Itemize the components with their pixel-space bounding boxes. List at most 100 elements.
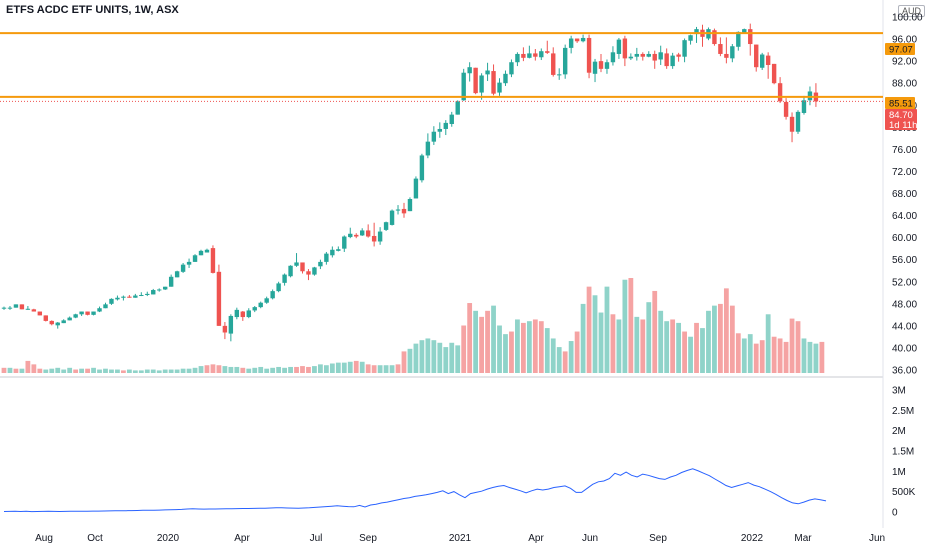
volume-bar [323, 365, 329, 373]
candle-body [222, 325, 228, 333]
volume-bar [216, 365, 222, 373]
last-price-tag [885, 109, 917, 130]
candle-body [527, 53, 532, 58]
candle-body [670, 55, 675, 67]
candle-body [383, 222, 389, 230]
candle-body [580, 37, 586, 42]
currency-button[interactable]: AUD [898, 5, 926, 17]
time-axis[interactable]: Aug Oct 2020 Apr Jul Sep 2021 Apr Jun Sep 2022 Mar J… [35, 533, 885, 544]
candle-body [216, 271, 222, 326]
candle-body [276, 283, 281, 292]
volume-bar [156, 370, 162, 373]
candle-body [449, 114, 454, 125]
candle-body [807, 91, 813, 101]
volume-bar [497, 325, 502, 373]
candle-body [198, 250, 204, 256]
candle-body [473, 67, 478, 94]
volume-bar [455, 345, 461, 373]
volume-bar [592, 295, 598, 373]
volume-bar [276, 366, 282, 373]
volume-bar [550, 338, 556, 373]
lower-level-tag-label: 85.51 [889, 99, 913, 110]
candle-body [395, 209, 401, 211]
time-tick-label: Oct [87, 533, 103, 544]
candle-body [724, 53, 729, 58]
volume-bar [43, 369, 49, 373]
candle-body [73, 314, 78, 318]
candle-body [509, 62, 514, 75]
volume-bar [132, 370, 138, 373]
volume-bar [425, 338, 431, 373]
candle-body [425, 141, 431, 156]
candle-body [431, 131, 437, 142]
horizontal-levels[interactable] [0, 32, 883, 102]
volume-bar [509, 331, 514, 373]
candle-body [97, 308, 102, 312]
candle-body [658, 52, 663, 60]
candle-body [282, 274, 287, 283]
time-tick-label: Jul [310, 533, 323, 544]
time-tick-label: Sep [649, 533, 667, 544]
volume-bar [610, 314, 616, 373]
candle-body [145, 293, 150, 295]
candle-body [61, 320, 66, 324]
candle-body [192, 255, 198, 262]
volume-bar [712, 305, 717, 373]
candle-body [407, 199, 413, 212]
volume-bar [126, 369, 132, 373]
candle-body [521, 53, 526, 58]
volume-bar [568, 341, 574, 373]
candle-body [127, 296, 132, 298]
candles [1, 23, 819, 342]
volume-bar [85, 368, 90, 373]
volume-bar [306, 366, 311, 373]
candle-body [25, 308, 31, 310]
candle-body [186, 261, 192, 265]
volume-bar [682, 331, 687, 373]
volume-bar [341, 362, 347, 373]
volume-bar [443, 347, 449, 373]
volume-bar [676, 322, 682, 373]
candle-body [336, 249, 341, 251]
candle-body [318, 261, 323, 267]
volume-bar [121, 370, 126, 373]
volume-bar [413, 343, 419, 373]
time-tick-label: 2022 [741, 533, 764, 544]
candle-body [67, 317, 72, 321]
volume-bar [234, 366, 240, 373]
volume-bar [401, 351, 407, 373]
volume-bar [329, 363, 335, 373]
candle-body [264, 298, 269, 303]
volume-bar [729, 305, 735, 373]
volume-bar [485, 310, 490, 373]
volume-bar [61, 369, 67, 373]
volume-bar [359, 361, 365, 373]
volume-bar [67, 367, 73, 373]
candle-body [688, 35, 693, 41]
volume-bar [700, 328, 705, 373]
candle-body [270, 291, 275, 299]
volume-bar [73, 369, 79, 373]
volume-bar [419, 340, 425, 373]
time-tick-label: 2021 [449, 533, 472, 544]
volume-bar [109, 369, 114, 373]
time-tick-label: Jun [869, 533, 885, 544]
candle-body [103, 304, 108, 309]
candle-body [365, 230, 371, 237]
candle-body [413, 178, 419, 199]
volume-bar [294, 366, 299, 373]
volume-bar [300, 366, 305, 373]
candle-body [1, 307, 7, 309]
volume-bar [628, 278, 634, 373]
candle-body [300, 262, 305, 272]
candle-body [306, 271, 311, 275]
volume-bar [813, 343, 819, 373]
candle-body [234, 309, 240, 318]
volume-bar [706, 310, 711, 373]
indicator-tick-label: 1.5M [892, 446, 914, 457]
volume-bar [735, 333, 741, 373]
price-axis[interactable]: 100.0096.0092.0088.0084.0080.0076.0072.0… [892, 13, 923, 519]
indicator-series-line [3, 468, 827, 513]
grid [0, 0, 884, 528]
